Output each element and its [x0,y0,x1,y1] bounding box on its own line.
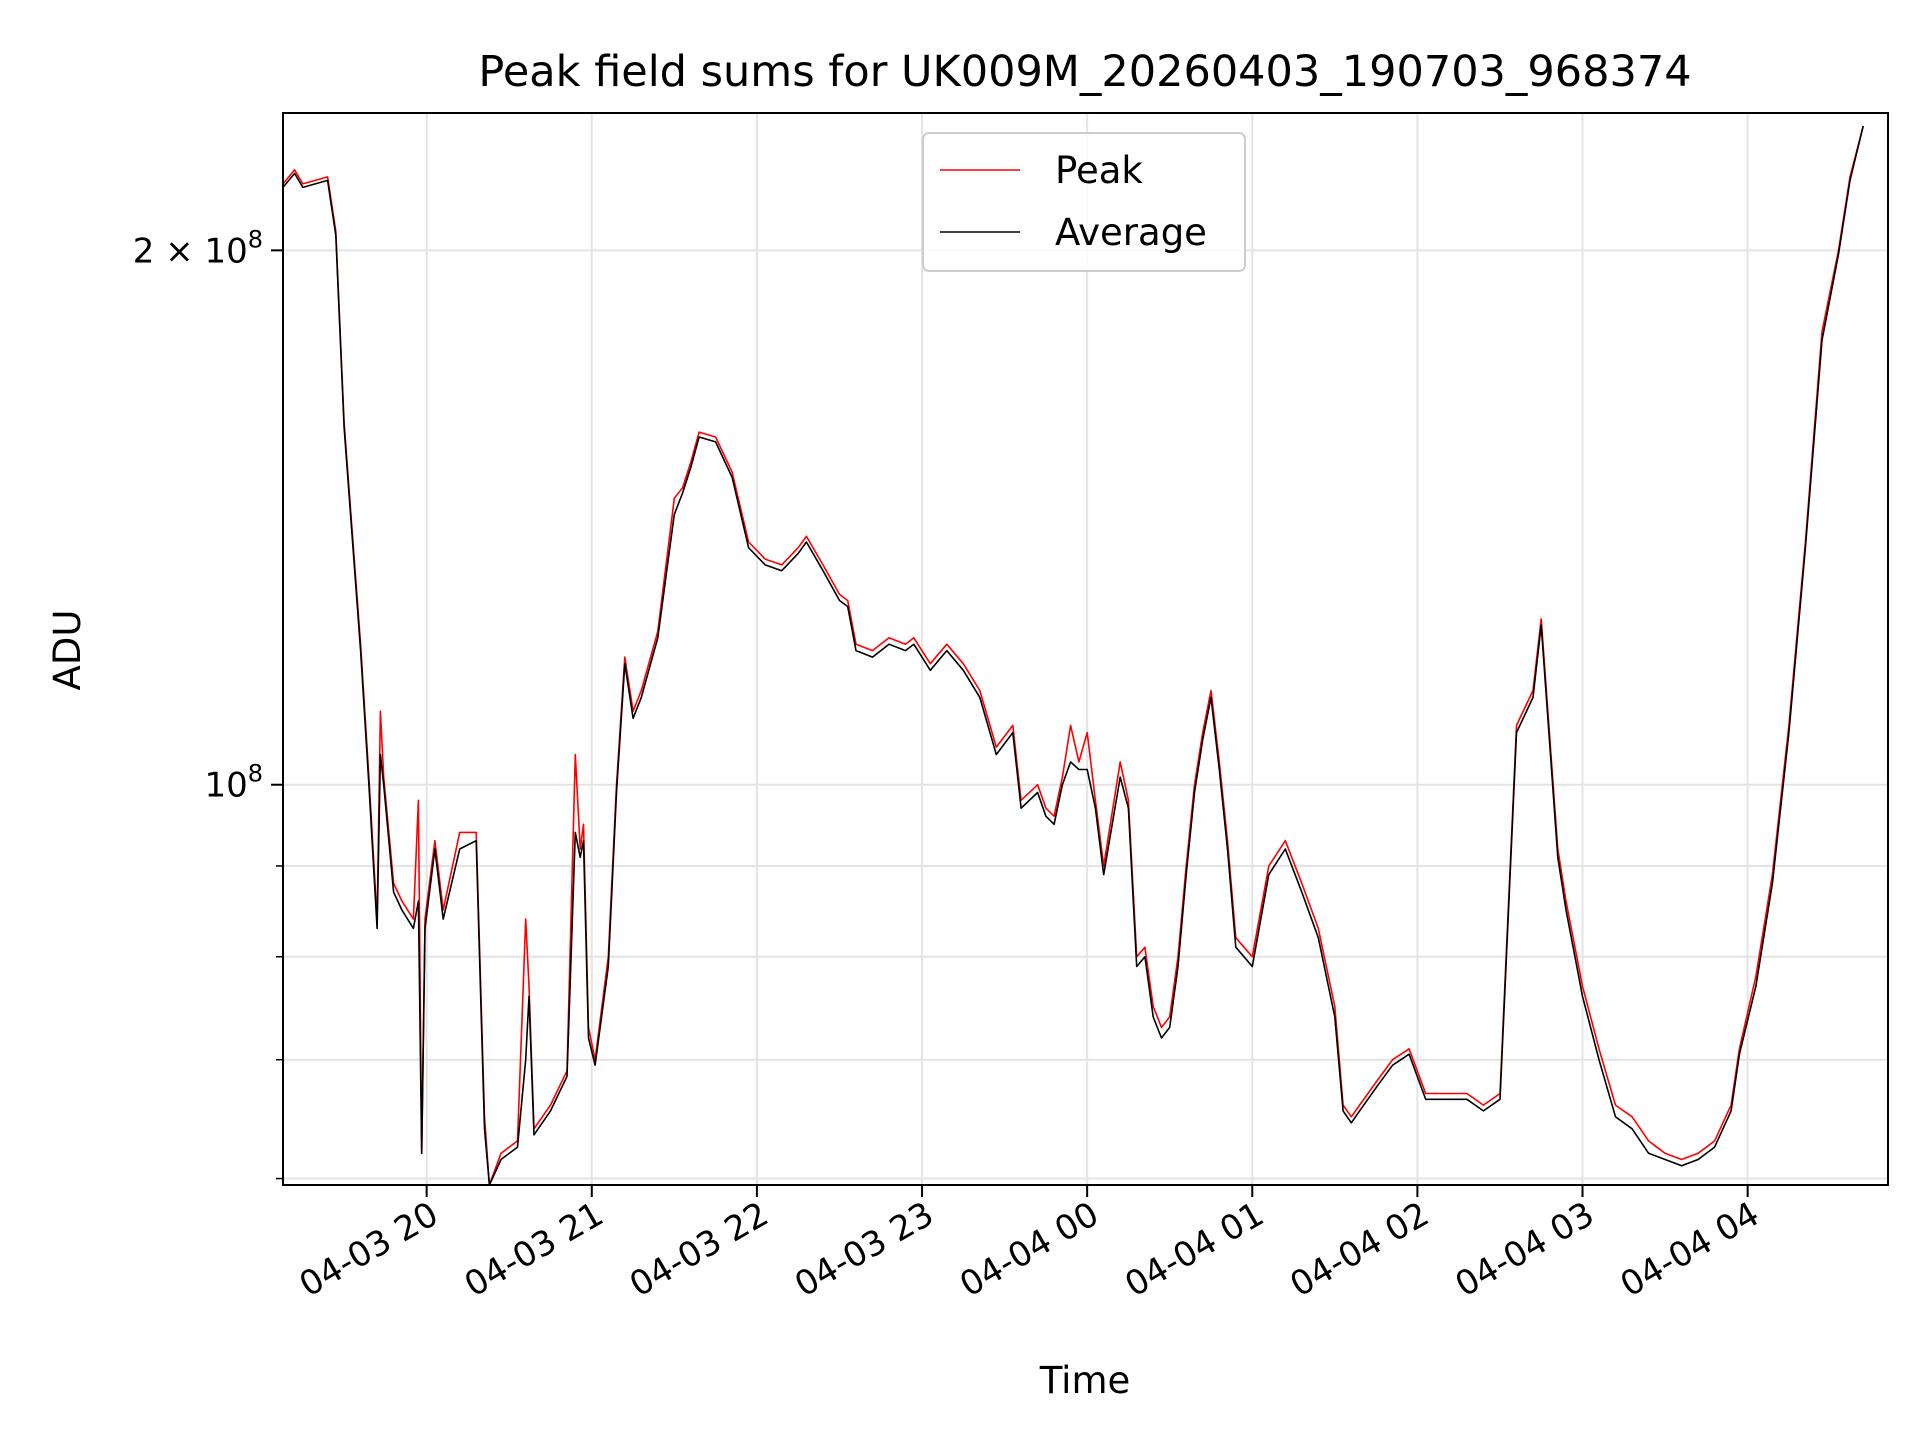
chart-title: Peak field sums for UK009M_20260403_1907… [478,47,1691,97]
y-tick-label-base: 10 [204,766,247,806]
legend-box [922,132,1246,272]
y-axis-label: ADU [46,610,89,691]
y-tick-label: 108 [204,760,263,806]
y-tick-label-base: 2 × 10 [133,231,248,271]
y-tick-label: 2 × 108 [133,225,263,271]
x-axis-label: Time [1039,1359,1131,1402]
plot-frame [282,112,1889,1186]
legend-average-label: Average [1055,211,1207,254]
legend-peak-label: Peak [1055,149,1143,192]
y-tick-label-exponent: 8 [248,760,263,788]
legend: Peak Average [922,132,1246,272]
y-tick-label-exponent: 8 [248,225,263,253]
